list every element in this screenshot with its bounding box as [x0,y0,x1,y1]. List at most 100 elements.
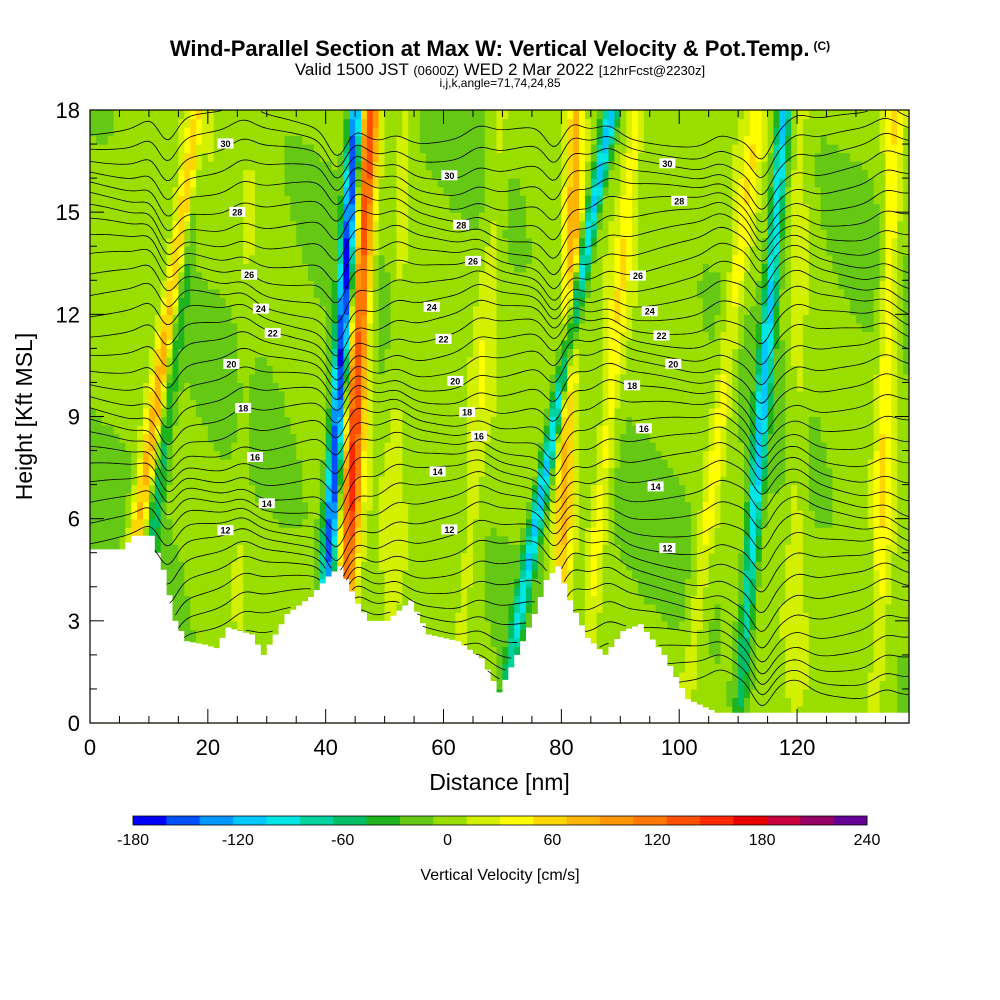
velocity-cell [702,586,739,596]
velocity-cell [90,425,115,435]
velocity-cell [755,178,763,188]
velocity-cell [549,476,557,486]
velocity-cell [779,484,792,494]
velocity-cell [478,399,486,409]
velocity-cell [520,569,527,579]
velocity-cell [243,203,256,213]
velocity-cell [596,118,604,128]
velocity-cell [537,535,545,545]
velocity-cell [767,169,775,179]
velocity-cell [384,365,468,375]
velocity-cell [785,178,792,188]
velocity-cell [785,688,804,699]
velocity-cell [361,373,368,384]
velocity-cell [514,595,521,605]
contour-label-bg [229,206,246,217]
velocity-cell [361,433,368,443]
velocity-cell [632,263,639,273]
velocity-cell [732,629,739,639]
velocity-cell [561,348,568,358]
velocity-cell [584,586,592,596]
velocity-cell [325,501,339,511]
velocity-cell [378,322,392,332]
velocity-cell [773,246,780,256]
velocity-cell [254,186,286,196]
velocity-cell [467,620,492,630]
velocity-cell [496,271,562,281]
velocity-cell [543,484,551,494]
velocity-cell [767,305,775,315]
colorbar-swatch [566,816,601,825]
velocity-cell [579,118,586,128]
velocity-cell [596,433,604,443]
velocity-cell [467,535,474,545]
velocity-cell [349,297,356,307]
velocity-cell [720,433,727,443]
velocity-cell [166,493,256,503]
theta-contour-line [89,169,910,223]
velocity-cell [555,390,562,401]
velocity-cell [361,586,386,596]
velocity-cell [390,288,480,298]
velocity-cell [602,331,610,341]
velocity-cell [749,671,757,682]
velocity-cell [372,254,380,264]
velocity-cell [573,135,580,145]
velocity-cell [284,390,327,401]
velocity-cell [537,501,545,511]
velocity-cell [897,527,910,537]
velocity-cell [325,467,333,477]
velocity-cell [744,322,757,332]
velocity-cell [749,561,757,571]
velocity-cell [319,467,327,477]
velocity-cell [579,212,586,222]
y-tick-label: 12 [56,302,80,327]
contour-label-bg [423,301,440,312]
velocity-cell [726,314,739,324]
velocity-cell [567,578,574,588]
velocity-cell [596,510,604,520]
velocity-cell [402,442,468,452]
velocity-cell [143,467,150,477]
velocity-cell [90,450,132,460]
velocity-cell [549,484,557,494]
velocity-cell [797,135,804,145]
velocity-cell [337,280,344,290]
velocity-cell [767,212,775,222]
velocity-cell [637,212,733,222]
velocity-cell [366,433,374,443]
velocity-cell [372,178,380,188]
velocity-cell [761,331,775,341]
velocity-cell [573,527,580,537]
velocity-cell [744,459,751,469]
velocity-cell [596,237,610,247]
velocity-cell [243,561,315,571]
velocity-cell [143,425,150,435]
velocity-cell [467,399,480,409]
velocity-cell [172,373,179,384]
velocity-cell [343,348,350,358]
velocity-cell [620,246,627,256]
velocity-cell [119,433,138,443]
velocity-cell [879,110,887,120]
velocity-cell [879,705,898,716]
velocity-cell [337,518,344,528]
velocity-cell [785,459,810,469]
velocity-cell [337,467,344,477]
velocity-cell [744,705,751,716]
velocity-cell [90,382,144,392]
velocity-cell [690,552,698,562]
velocity-cell [343,382,350,392]
velocity-cell [573,331,580,341]
velocity-cell [543,535,551,545]
velocity-cell [319,518,327,528]
velocity-cell [808,637,875,647]
velocity-cell [720,356,733,367]
velocity-cell [732,161,745,171]
velocity-cell [496,348,557,358]
velocity-cell [579,152,586,162]
velocity-cell [579,169,586,179]
velocity-cell [160,442,168,452]
velocity-cell [773,322,780,332]
velocity-cell [720,365,733,375]
